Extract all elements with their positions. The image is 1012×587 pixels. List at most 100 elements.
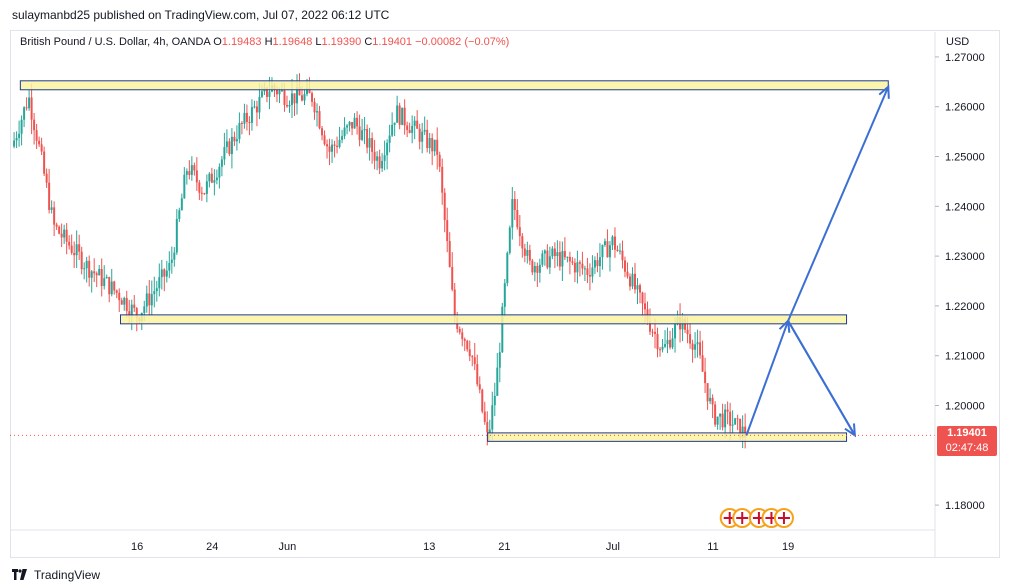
candle-body — [218, 166, 221, 178]
candle-body — [561, 251, 564, 267]
projection-segment[interactable] — [787, 320, 856, 436]
candle-body — [135, 308, 138, 319]
candle-body — [556, 252, 559, 257]
candle-body — [366, 128, 369, 148]
resistance-zone[interactable] — [19, 80, 889, 91]
footer-brand: TradingView — [34, 568, 101, 582]
candle-body — [48, 182, 51, 210]
candle-body — [591, 267, 594, 277]
candle-body — [598, 257, 601, 267]
candle-body — [588, 274, 591, 277]
candle-body — [418, 128, 421, 142]
candle-body — [503, 283, 506, 307]
support-zone[interactable] — [487, 432, 848, 442]
candle-body — [253, 106, 256, 108]
candle-body — [313, 101, 316, 113]
candle-body — [531, 260, 534, 273]
candle-body — [28, 97, 31, 109]
candle-body — [546, 250, 549, 268]
candle-body — [90, 271, 93, 278]
candle-body — [493, 395, 496, 406]
candle-body — [689, 334, 692, 344]
projection-segment[interactable] — [745, 320, 790, 436]
candle-body — [118, 292, 121, 301]
projection — [745, 84, 890, 438]
candle-body — [721, 413, 724, 428]
candle-body — [285, 104, 288, 107]
candle-body — [35, 130, 38, 141]
candle-body — [576, 262, 579, 273]
candle-body — [38, 140, 41, 145]
candle-body — [288, 104, 291, 107]
candle-body — [115, 290, 118, 293]
price-tick-label: 1.27000 — [945, 52, 985, 64]
candle-body — [68, 241, 71, 246]
price-tick-label: 1.21000 — [945, 351, 985, 363]
candle-body — [638, 285, 641, 293]
candle-body — [476, 364, 479, 385]
candle-body — [195, 170, 198, 183]
candle-body — [686, 329, 689, 335]
candle-body — [513, 199, 516, 210]
candle-body — [741, 426, 744, 438]
symbol-name: British Pound / U.S. Dollar, 4h, OANDA — [20, 36, 211, 48]
candle-body — [726, 409, 729, 412]
candle-body — [729, 411, 732, 426]
candle-body — [208, 173, 211, 182]
candle-body — [511, 199, 514, 228]
candle-body — [193, 165, 196, 171]
candle-body — [573, 262, 576, 273]
candle-body — [303, 94, 306, 101]
candle-body — [228, 141, 231, 155]
projection-segment[interactable] — [787, 86, 890, 322]
candle-body — [205, 181, 208, 194]
candle-body — [618, 250, 621, 252]
candle-body — [606, 241, 609, 258]
open-label: O — [213, 36, 222, 48]
candle-body — [659, 349, 662, 351]
candle-body — [716, 416, 719, 425]
price-axis: 1.27000 1.26000 1.25000 1.24000 1.23000 1.220… — [934, 32, 985, 558]
candle-body — [463, 339, 466, 341]
candle-body — [98, 268, 101, 276]
candle-body — [744, 426, 747, 438]
candle-body — [701, 355, 704, 372]
candle-body — [438, 154, 441, 167]
candle-body — [541, 253, 544, 265]
candle-body — [593, 260, 596, 268]
candle-body — [85, 260, 88, 269]
candle-body — [178, 210, 181, 219]
candle-body — [656, 333, 659, 350]
candle-body — [83, 268, 86, 270]
candle-body — [308, 87, 311, 94]
currency-label: USD — [946, 36, 970, 48]
candle-body — [353, 117, 356, 129]
tradingview-logo-icon — [12, 569, 28, 581]
candle-body — [671, 338, 674, 348]
candle-body — [423, 129, 426, 132]
close-label: C — [364, 36, 373, 48]
candle-body — [553, 248, 556, 257]
candle-body — [368, 138, 371, 148]
candle-body — [664, 344, 667, 347]
price-tick-label: 1.24000 — [945, 201, 985, 213]
candle-body — [613, 236, 616, 250]
candle-body — [43, 151, 46, 174]
low-label: L — [315, 36, 322, 48]
candle-body — [93, 271, 96, 274]
candle-body — [323, 135, 326, 145]
candle-body — [558, 252, 561, 267]
current-price-tag: 1.19401 02:47:48 — [937, 426, 997, 456]
candle-body — [578, 262, 581, 264]
candle-body — [100, 268, 103, 287]
candle-body — [481, 389, 484, 412]
candle-body — [295, 86, 298, 104]
middle-zone[interactable] — [119, 314, 848, 325]
candle-body — [338, 139, 341, 147]
candle-body — [133, 304, 136, 309]
candle-body — [398, 105, 401, 125]
candle-body — [603, 241, 606, 246]
change-value: −0.00082 (−0.07%) — [415, 36, 510, 48]
candle-body — [391, 124, 394, 136]
